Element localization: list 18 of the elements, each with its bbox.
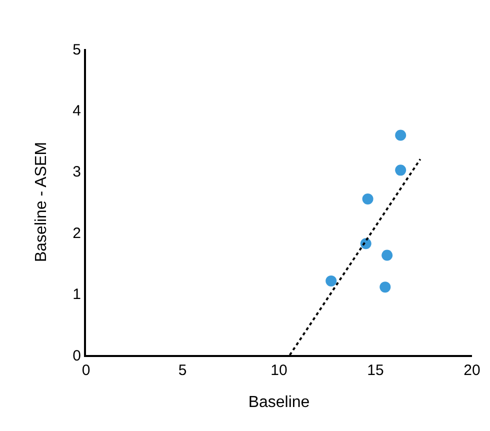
x-axis-title: Baseline [248,394,310,412]
x-tick-label: 10 [270,362,288,379]
y-tick-label: 0 [72,347,81,364]
point [326,275,337,286]
y-tick-label: 2 [72,224,81,242]
x-tick-label: 20 [464,362,480,379]
point [395,164,406,176]
y-tick-label: 3 [72,164,81,181]
y-tick-label: 1 [72,286,81,304]
y-tick-label: 5 [72,41,81,58]
point [380,282,391,293]
point [362,193,374,204]
x-tick-label: 5 [178,362,187,379]
point [395,130,406,141]
y-axis-title: Baseline - ASEM [33,142,50,262]
point [382,250,393,261]
x-tick-label: 15 [367,362,384,379]
y-tick-label: 4 [72,102,81,120]
